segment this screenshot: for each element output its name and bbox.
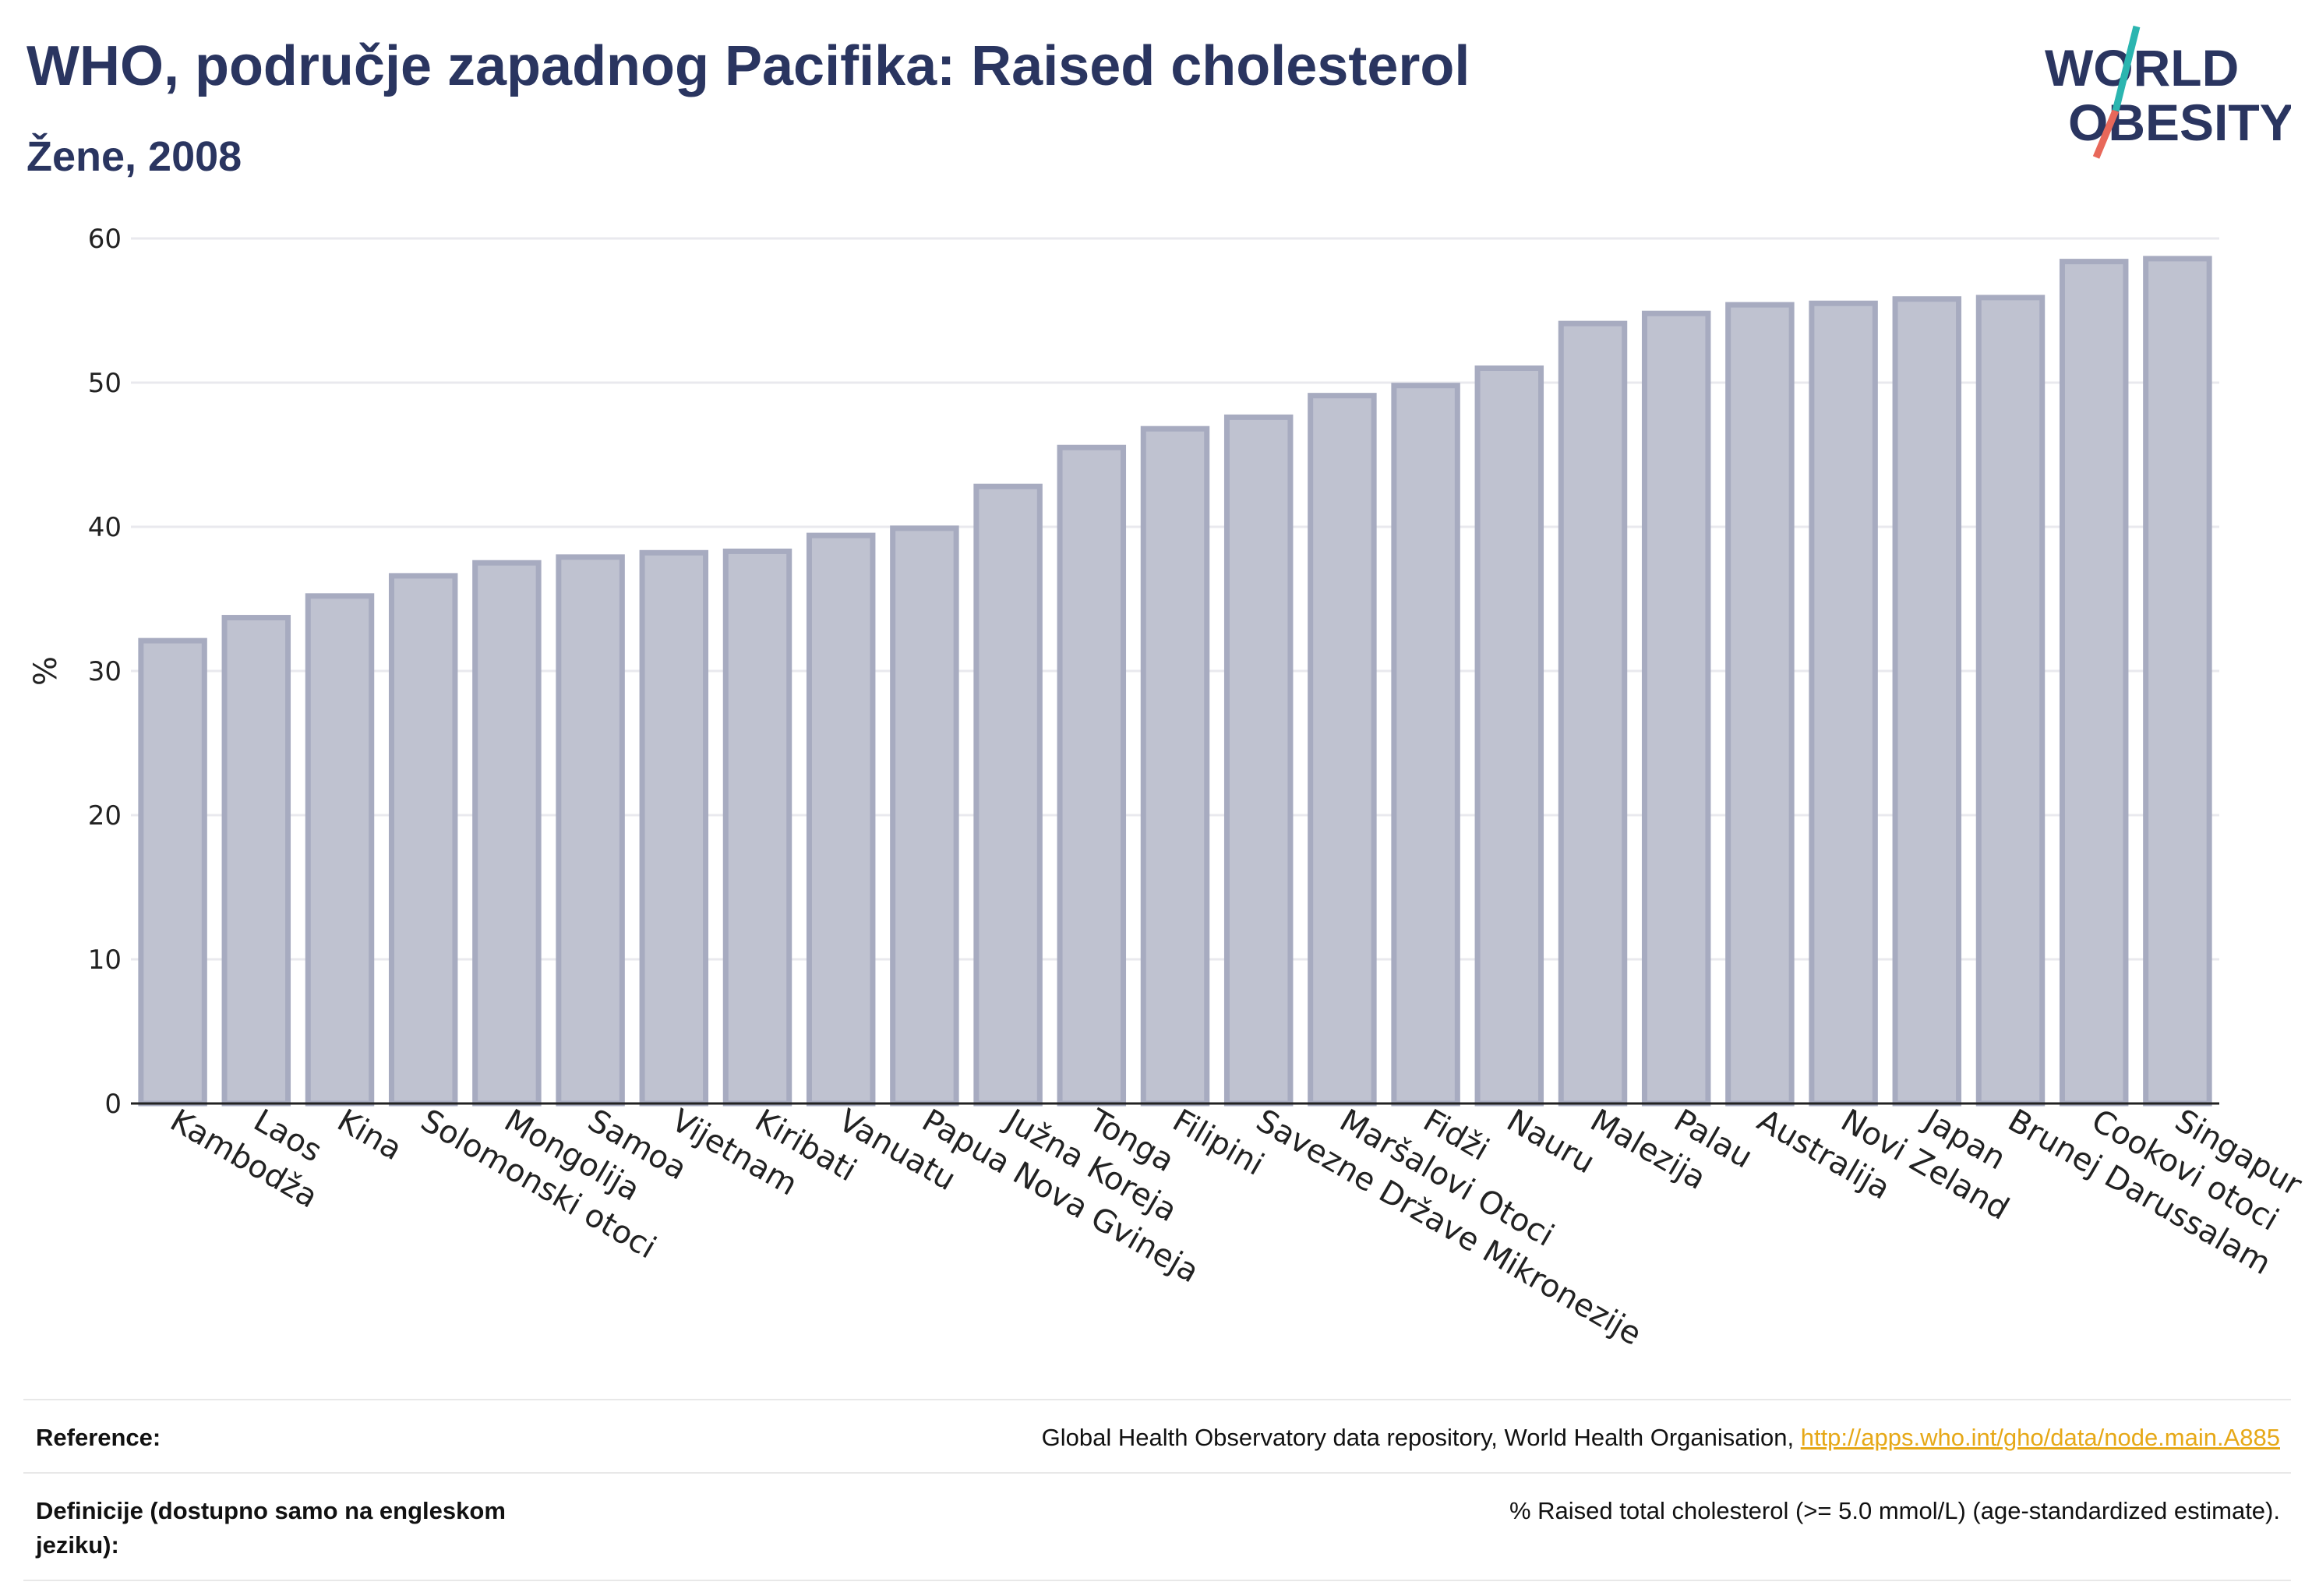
bar: [1308, 393, 1377, 1107]
bar: [221, 615, 291, 1107]
y-tick-label: 60: [88, 224, 122, 255]
bar: [639, 549, 709, 1107]
bar: [2143, 256, 2212, 1107]
bar: [1140, 425, 1210, 1107]
bar: [1391, 383, 1460, 1107]
bars: [138, 256, 2212, 1107]
logo-line1: WORLD: [2045, 39, 2239, 97]
chart-title: WHO, područje zapadnog Pacifika: Raised …: [26, 35, 1470, 97]
bar: [1892, 296, 1962, 1107]
bar: [556, 554, 625, 1107]
bar: [2059, 259, 2129, 1107]
logo-slash-teal: [2112, 25, 2141, 112]
y-tick-labels: 0 10 20 30 40 50 60: [88, 224, 122, 1120]
bar: [1641, 310, 1711, 1107]
reference-label: Reference:: [36, 1424, 161, 1451]
bar: [305, 593, 375, 1107]
reference-text: Global Health Observatory data repositor…: [1041, 1424, 1801, 1451]
definitions-row: Definicije (dostupno samo na engleskom j…: [23, 1472, 2291, 1581]
reference-link[interactable]: http://apps.who.int/gho/data/node.main.A…: [1800, 1424, 2280, 1451]
reference-row: Reference: Global Health Observatory dat…: [23, 1399, 2291, 1472]
bar: [722, 548, 792, 1107]
x-tick-label: Kina: [331, 1103, 408, 1167]
bar: [472, 560, 542, 1107]
bar: [806, 532, 876, 1107]
bar: [1474, 365, 1544, 1107]
bar: [973, 483, 1043, 1107]
y-tick-label: 50: [88, 368, 122, 399]
x-tick-label: Nauru: [1501, 1103, 1601, 1181]
bar: [1057, 444, 1127, 1107]
x-tick-label: Filipini: [1167, 1103, 1269, 1183]
bar: [1223, 414, 1294, 1107]
definitions-label: Definicije (dostupno samo na engleskom j…: [36, 1497, 506, 1559]
bar: [1558, 320, 1628, 1107]
bar: [1975, 295, 2046, 1107]
y-tick-label: 40: [88, 512, 122, 543]
bar: [388, 573, 458, 1107]
y-tick-label: 30: [88, 656, 122, 687]
y-tick-label: 20: [88, 800, 122, 832]
y-tick-label: 10: [88, 945, 122, 976]
logo-slash-red: [2092, 109, 2120, 159]
reference-value: Global Health Observatory data repositor…: [1042, 1421, 2280, 1455]
chart-subtitle: Žene, 2008: [26, 133, 242, 180]
world-obesity-logo: WORLD OBESITY: [2045, 25, 2291, 159]
footer-table: Reference: Global Health Observatory dat…: [23, 1399, 2291, 1581]
y-axis-label: %: [28, 656, 64, 686]
bar: [1809, 300, 1878, 1107]
bar: [138, 637, 207, 1107]
bar: [890, 525, 959, 1107]
bar: [1725, 302, 1795, 1107]
y-tick-label: 0: [104, 1089, 122, 1120]
definitions-value: % Raised total cholesterol (>= 5.0 mmol/…: [1509, 1497, 2280, 1524]
